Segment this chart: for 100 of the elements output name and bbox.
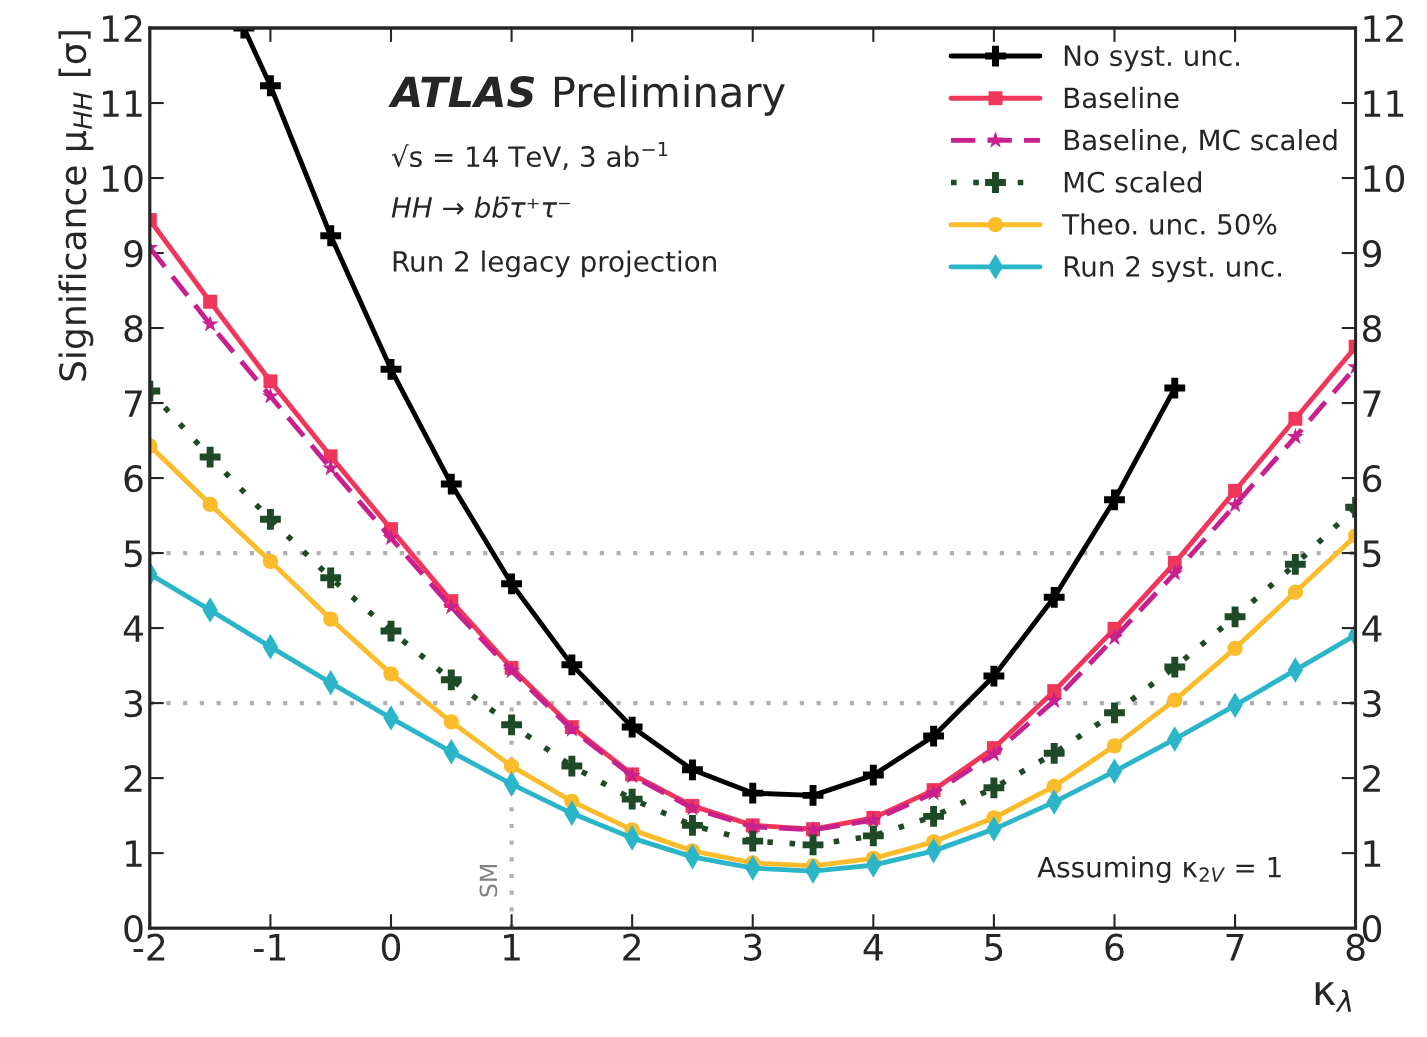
y2-tick-label: 3 xyxy=(1363,690,1381,718)
point xyxy=(1226,496,1244,513)
point xyxy=(923,725,945,747)
annotation: ATLAS xyxy=(388,76,535,108)
point xyxy=(862,764,884,786)
annotation: HH → bb̄τ⁺τ⁻ xyxy=(391,196,570,218)
point xyxy=(1104,489,1125,511)
point xyxy=(1043,586,1065,608)
x-tick-label: 5 xyxy=(985,934,1003,961)
y-tick-label: 11 xyxy=(102,90,142,117)
y-tick-label: 8 xyxy=(124,314,143,343)
point xyxy=(1045,691,1063,709)
point xyxy=(983,777,1005,799)
legend-label: Theo. unc. 50% xyxy=(1062,213,1277,235)
point xyxy=(862,825,884,847)
annotation: Assuming κ$_{2V}$ = 1 xyxy=(1037,856,1281,884)
annotation: Preliminary xyxy=(554,75,785,116)
y-tick-label: 1 xyxy=(125,840,142,867)
point xyxy=(382,529,400,546)
point xyxy=(1104,702,1125,724)
legend-label: No syst. unc. xyxy=(1064,45,1240,72)
point xyxy=(621,716,643,738)
y2-tick-label: 2 xyxy=(1363,765,1380,792)
point xyxy=(199,446,221,468)
point xyxy=(1046,778,1062,794)
point xyxy=(323,611,339,627)
y-tick-label: 12 xyxy=(102,14,142,42)
x-tick-label: 3 xyxy=(744,933,762,961)
point xyxy=(380,358,402,380)
point xyxy=(262,553,279,569)
y-tick-label: 9 xyxy=(124,239,143,268)
x-tick-label: 7 xyxy=(1226,934,1244,961)
y2-tick-label: 1 xyxy=(1364,840,1381,867)
point xyxy=(802,834,824,856)
point xyxy=(1106,738,1123,754)
point xyxy=(1047,684,1062,699)
point xyxy=(201,315,219,332)
point xyxy=(742,830,764,852)
x-axis-title: κ$_{λ}$ xyxy=(1315,982,1352,1012)
legend-label: Baseline, MC scaled xyxy=(1064,128,1337,154)
y2-tick-label: 12 xyxy=(1364,14,1403,42)
point xyxy=(443,714,459,730)
y-tick-label: 3 xyxy=(124,690,143,718)
point xyxy=(1105,628,1124,646)
point xyxy=(1227,640,1243,656)
point xyxy=(742,782,764,804)
point xyxy=(440,473,462,495)
point xyxy=(1167,692,1183,708)
point xyxy=(383,666,399,682)
point xyxy=(320,567,342,589)
y-tick-label: 2 xyxy=(124,765,142,792)
point xyxy=(501,573,522,595)
point xyxy=(1284,553,1306,575)
point xyxy=(1043,742,1065,764)
point xyxy=(682,814,703,836)
point xyxy=(440,669,462,691)
point xyxy=(682,759,703,781)
x-tick-label: 0 xyxy=(381,933,401,961)
legend-label: Run 2 syst. unc. xyxy=(1064,255,1281,283)
point xyxy=(561,755,583,777)
point xyxy=(621,788,643,810)
point xyxy=(263,374,278,389)
point xyxy=(1164,656,1186,678)
legend-label: MC scaled xyxy=(1064,171,1202,193)
x-tick-label: 8 xyxy=(1346,933,1365,961)
y-tick-label: 5 xyxy=(124,540,142,568)
y2-tick-label: 11 xyxy=(1364,90,1404,117)
point xyxy=(983,665,1005,687)
annotation: √s = 14 TeV, 3 ab$^{−1}$ xyxy=(391,141,668,170)
y2-tick-label: 10 xyxy=(1364,164,1405,193)
point xyxy=(561,654,583,676)
point xyxy=(1287,584,1303,600)
y2-tick-label: 9 xyxy=(1362,239,1381,268)
point xyxy=(202,496,218,512)
point xyxy=(923,805,945,827)
y2-tick-label: 7 xyxy=(1363,390,1381,417)
point xyxy=(320,225,342,247)
point xyxy=(503,758,520,774)
y2-tick-label: 5 xyxy=(1363,540,1381,568)
y-tick-label: 4 xyxy=(123,615,143,642)
point xyxy=(1286,427,1304,445)
annotation: Run 2 legacy projection xyxy=(393,250,716,278)
point xyxy=(260,75,281,97)
point xyxy=(1228,483,1243,498)
y2-tick-label: 4 xyxy=(1362,615,1382,642)
point xyxy=(985,745,1003,762)
ref-line-label: SM xyxy=(479,865,498,897)
x-tick-label: 6 xyxy=(1105,933,1124,961)
point xyxy=(502,661,521,679)
y-tick-label: 6 xyxy=(124,464,143,493)
y-axis-title: Significance μ$_{HH}$ [σ] xyxy=(58,31,94,381)
point xyxy=(1164,377,1186,399)
x-tick-label: 2 xyxy=(623,933,641,961)
point xyxy=(203,294,218,309)
y2-tick-label: 0 xyxy=(1362,915,1382,943)
point xyxy=(501,714,522,736)
point xyxy=(261,387,279,404)
point xyxy=(1288,411,1303,426)
y-tick-label: 10 xyxy=(102,164,143,193)
point xyxy=(260,508,281,530)
